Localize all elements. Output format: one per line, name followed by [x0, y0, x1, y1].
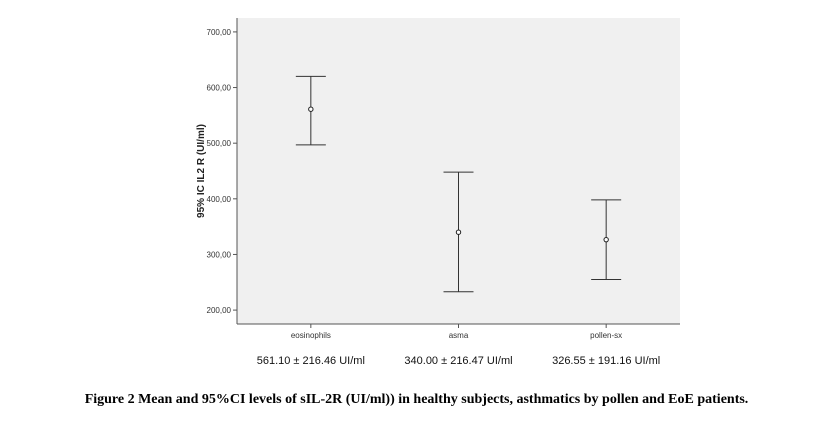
y-tick-label: 400,00	[207, 195, 232, 204]
y-axis-title: 95% IC IL2 R (UI/ml)	[196, 124, 207, 218]
y-tick-label: 600,00	[207, 84, 232, 93]
mean-point	[455, 229, 462, 235]
x-tick-label: eosinophils	[291, 331, 331, 340]
mean-sd-label: 340.00 ± 216.47 UI/ml	[404, 355, 512, 367]
y-tick-label: 200,00	[207, 306, 232, 315]
mean-point	[603, 236, 609, 243]
mean-point	[308, 106, 314, 112]
y-tick-label: 300,00	[207, 250, 232, 259]
y-tick-label: 500,00	[207, 139, 232, 148]
mean-sd-label: 561.10 ± 216.46 UI/ml	[257, 355, 365, 367]
figure-caption: Figure 2 Mean and 95%CI levels of sIL-2R…	[84, 392, 749, 407]
x-tick-label: pollen-sx	[590, 331, 622, 340]
x-tick-label: asma	[449, 331, 469, 340]
error-bar-chart: 95% IC IL2 R (UI/ml) 200,00 300,00 400,00 5…	[196, 18, 680, 367]
y-tick-label: 700,00	[207, 28, 232, 37]
mean-sd-label: 326.55 ± 191.16 UI/ml	[552, 355, 660, 367]
